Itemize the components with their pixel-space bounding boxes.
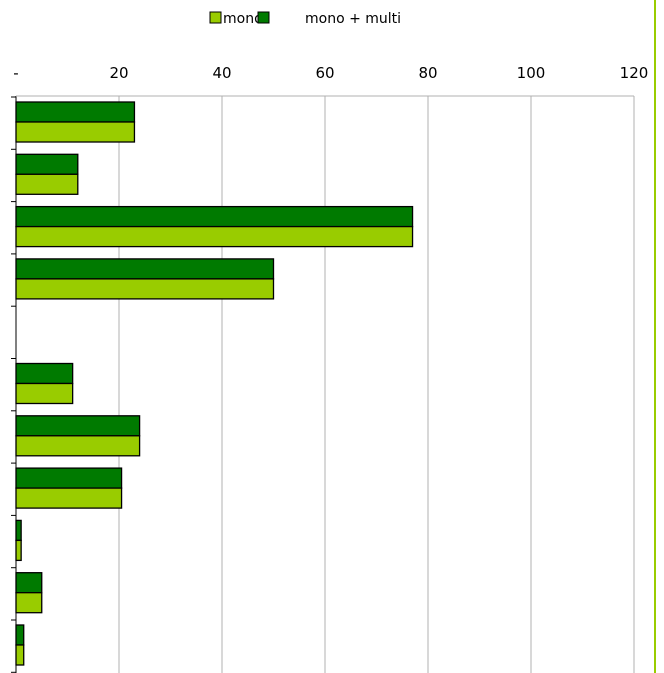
bar-mono-multi	[15, 205, 414, 228]
legend-swatch	[209, 11, 222, 24]
bar-mono	[15, 278, 275, 300]
axes	[11, 0, 656, 673]
gridlines	[118, 96, 635, 673]
bar-mono-multi	[15, 519, 22, 542]
bar-mono-multi	[15, 624, 25, 646]
x-tick-label: -	[13, 64, 18, 82]
bar-mono	[15, 225, 414, 248]
bar-mono-multi	[15, 362, 74, 385]
bar-mono	[15, 173, 79, 195]
bar-mono	[15, 382, 74, 405]
x-tick-label: 20	[109, 64, 128, 82]
bar-mono-multi	[15, 258, 275, 280]
legend-swatch	[257, 11, 270, 24]
x-tick-label: 80	[418, 64, 437, 82]
bar-mono	[15, 539, 22, 562]
bar-mono-multi	[15, 415, 141, 437]
bar-mono	[15, 435, 141, 457]
legend-label: mono + multi	[305, 11, 401, 27]
bar-mono	[15, 592, 43, 614]
bars	[15, 101, 414, 666]
bar-mono	[15, 644, 25, 666]
x-tick-label: 120	[620, 64, 649, 82]
x-axis-ticks: - 20 40 60 80 100 120	[13, 64, 648, 82]
bar-mono-multi	[15, 153, 79, 175]
x-tick-label: 100	[517, 64, 546, 82]
x-tick-label: 60	[315, 64, 334, 82]
legend-label: mono	[223, 11, 263, 27]
bar-mono	[15, 121, 136, 143]
x-tick-label: 40	[212, 64, 231, 82]
bar-mono-multi	[15, 101, 136, 123]
bar-mono	[15, 487, 123, 509]
bar-mono-multi	[15, 572, 43, 594]
legend: mono mono + multi	[209, 11, 401, 27]
bar-mono-multi	[15, 467, 123, 489]
